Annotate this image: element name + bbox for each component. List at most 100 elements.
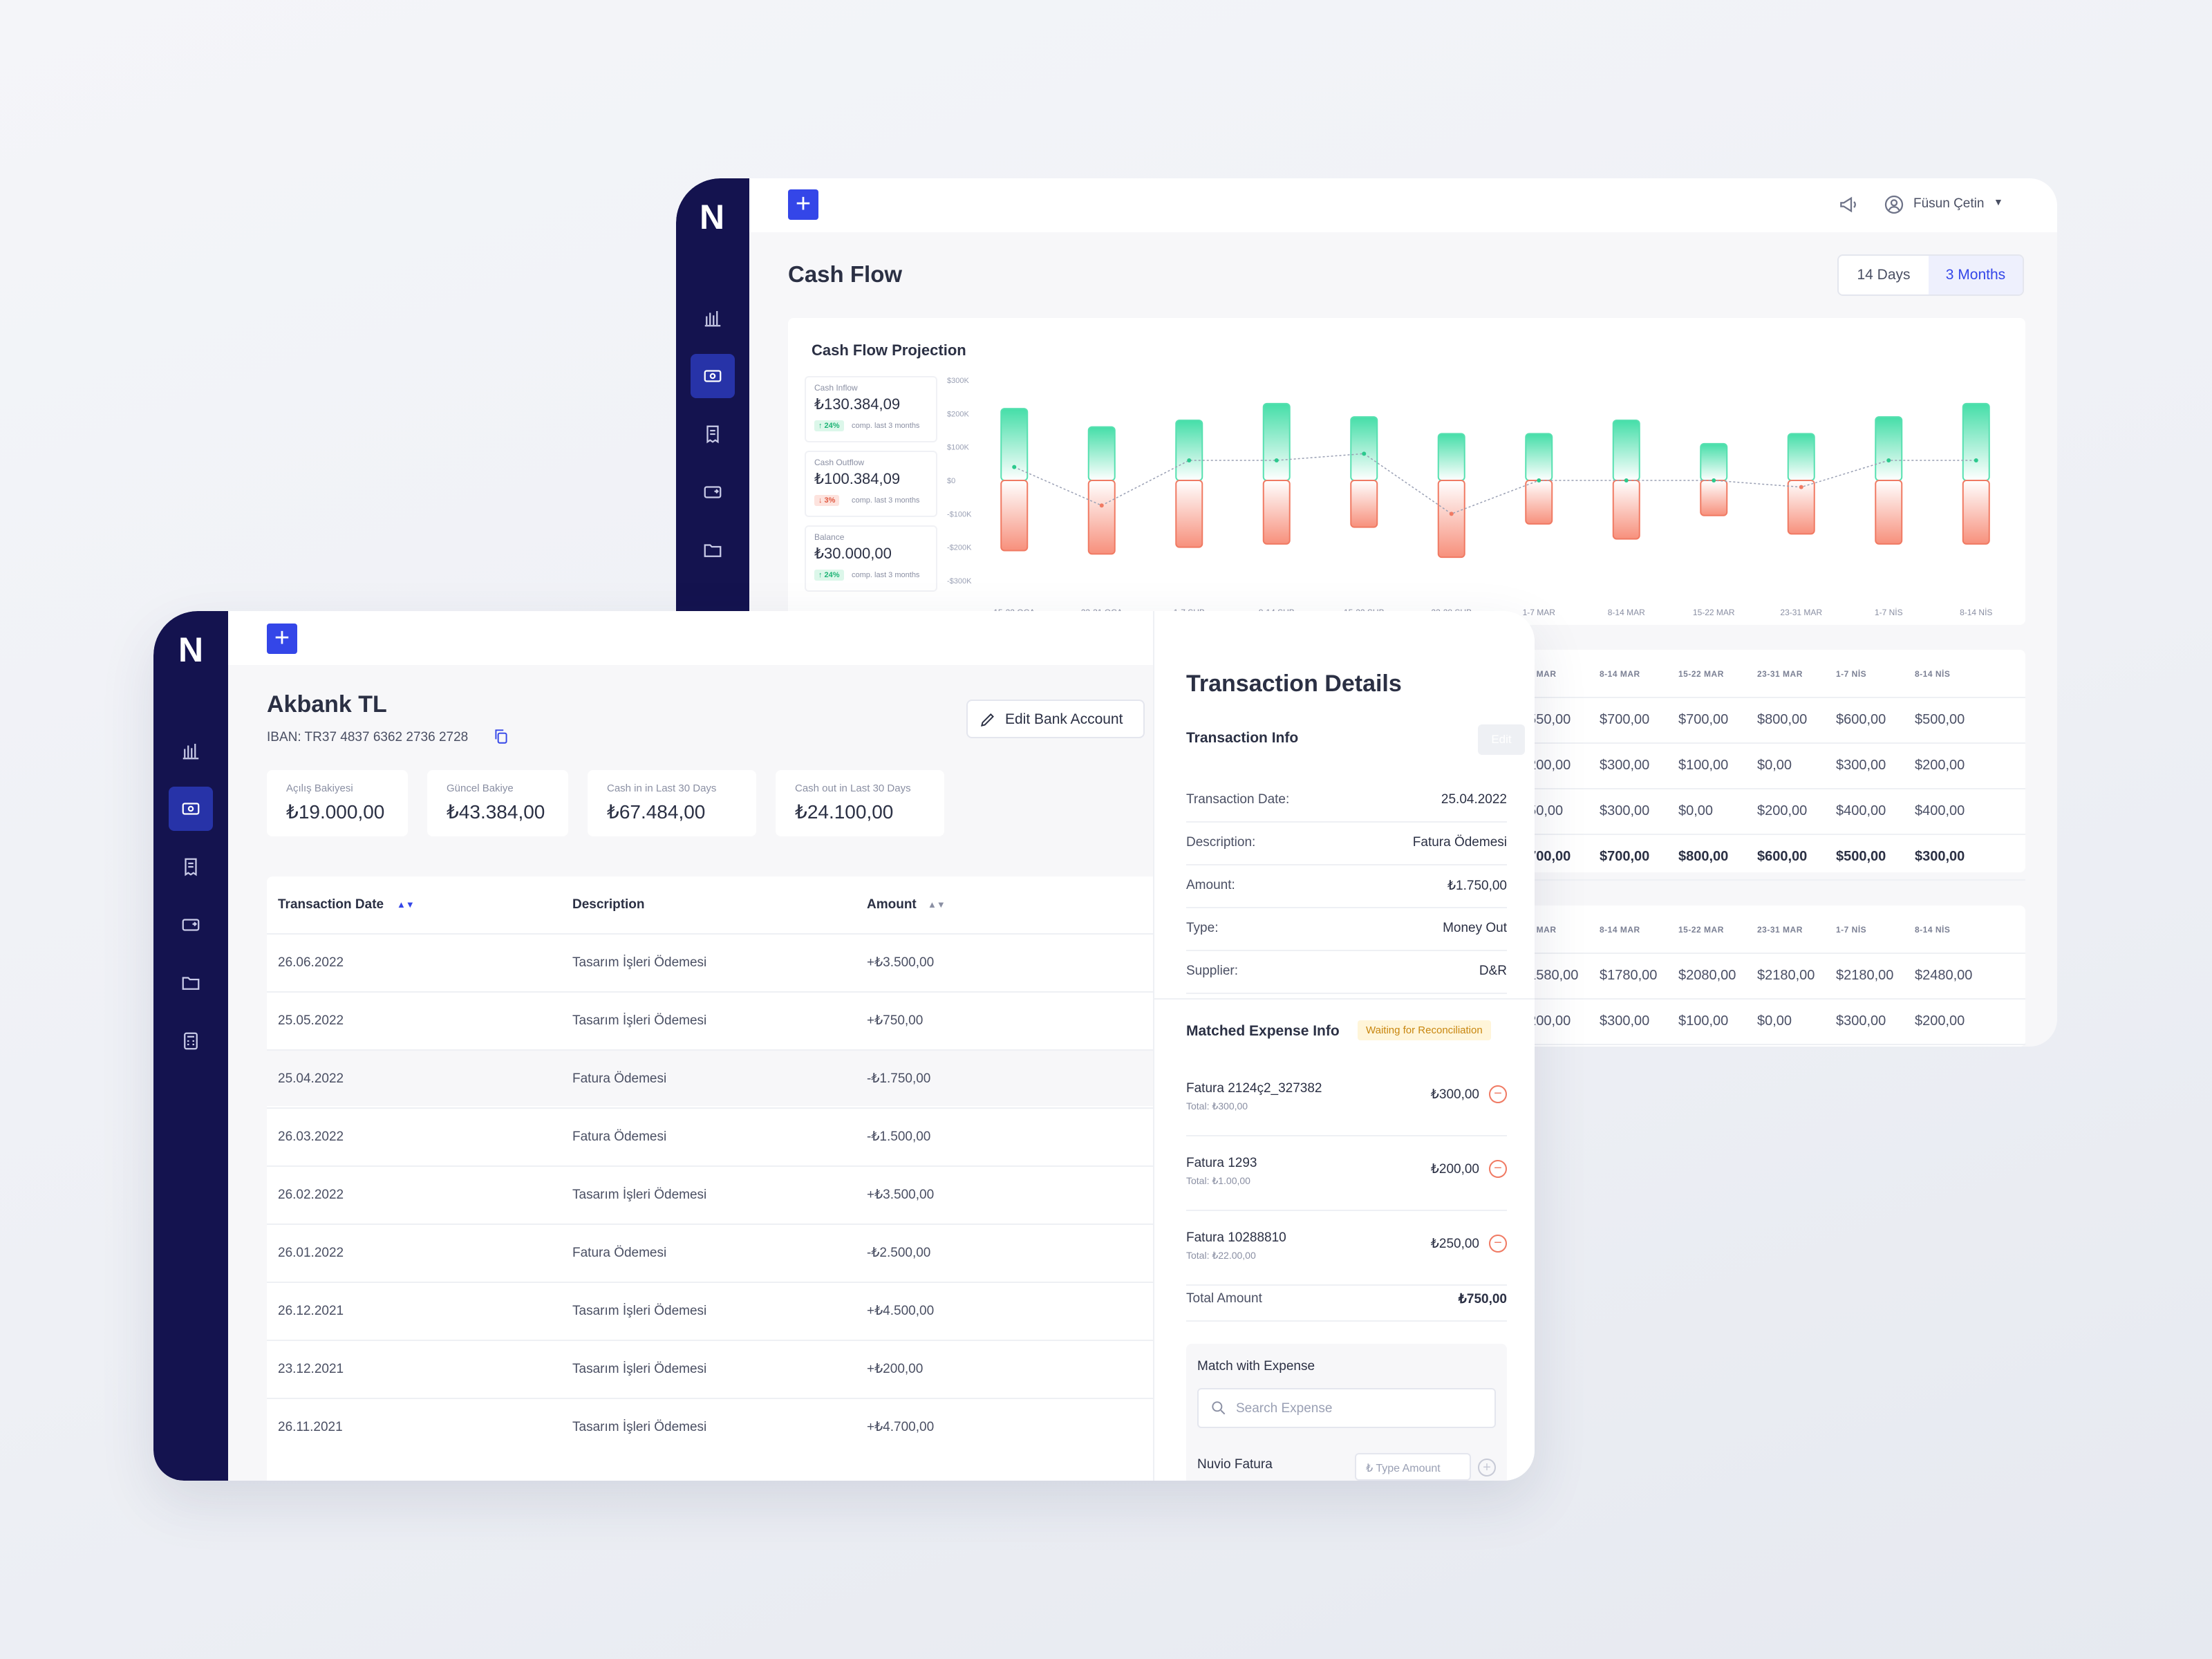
inflow-bar[interactable] <box>1875 416 1903 481</box>
outflow-bar[interactable] <box>1525 480 1553 525</box>
match-box: Match with Expense Search Expense Nuvio … <box>1186 1344 1507 1481</box>
copy-icon[interactable] <box>492 727 510 745</box>
table-row[interactable]: 26.03.2022 Fatura Ödemesi -₺1.500,00 <box>267 1107 1207 1164</box>
grid-cell: $400,00 <box>1836 803 1886 818</box>
nav-documents[interactable] <box>691 528 735 572</box>
tab-3-months[interactable]: 3 Months <box>1929 256 2023 294</box>
table-row[interactable]: 25.04.2022 Fatura Ödemesi -₺1.750,00 <box>267 1049 1207 1106</box>
grid-cell: $100,00 <box>1678 758 1729 773</box>
col-transaction-date[interactable]: Transaction Date <box>278 897 384 912</box>
balance-point <box>1537 478 1541 482</box>
app-logo: N <box>699 198 725 236</box>
add-button[interactable]: + <box>267 624 297 654</box>
inflow-bar[interactable] <box>1437 433 1465 481</box>
table-row[interactable]: 26.11.2021 Tasarım İşleri Ödemesi +₺4.700,… <box>267 1398 1207 1454</box>
inflow-bar[interactable] <box>1350 416 1378 481</box>
outflow-bar[interactable] <box>1000 480 1029 552</box>
sort-icon[interactable]: ▲▼ <box>397 899 415 910</box>
sort-icon[interactable]: ▲▼ <box>928 899 946 910</box>
add-button[interactable]: + <box>788 189 818 220</box>
nav-documents[interactable] <box>169 961 213 1005</box>
col-description[interactable]: Description <box>572 897 645 912</box>
summary-value: ₺43.384,00 <box>447 801 545 823</box>
nav-cash[interactable] <box>691 354 735 398</box>
row-description: Fatura Ödemesi <box>572 1071 667 1086</box>
outflow-bar[interactable] <box>1962 480 1990 545</box>
grid-cell: $100,00 <box>1678 1013 1729 1029</box>
remove-icon[interactable]: − <box>1489 1085 1507 1103</box>
edit-button[interactable]: Edit <box>1478 724 1525 755</box>
expense-amount: ₺200,00 <box>1430 1162 1479 1177</box>
matched-heading: Matched Expense Info <box>1186 1023 1340 1039</box>
nav-dashboard[interactable] <box>169 729 213 773</box>
search-expense-field[interactable]: Search Expense <box>1197 1388 1496 1428</box>
money-icon <box>704 370 722 382</box>
inflow-bar[interactable] <box>1962 402 1990 481</box>
balance-point <box>1362 451 1367 456</box>
row-description: Tasarım İşleri Ödemesi <box>572 1013 707 1028</box>
nav-dashboard[interactable] <box>691 296 735 340</box>
top-bar: + Füsun Çetin ▼ <box>749 178 2057 232</box>
announcement-icon[interactable] <box>1837 194 1859 216</box>
inflow-bar[interactable] <box>1700 442 1728 482</box>
inflow-bar[interactable] <box>1612 420 1640 481</box>
nav-transfers[interactable] <box>169 903 213 947</box>
add-circle-icon[interactable]: + <box>1478 1459 1496 1477</box>
row-date: 25.05.2022 <box>278 1013 344 1028</box>
outflow-bar[interactable] <box>1875 480 1903 545</box>
table-row[interactable]: 26.12.2021 Tasarım İşleri Ödemesi +₺4.500,… <box>267 1282 1207 1338</box>
outflow-bar[interactable] <box>1350 480 1378 528</box>
outflow-bar[interactable] <box>1087 480 1116 555</box>
row-date: 26.12.2021 <box>278 1304 344 1318</box>
type-amount-field[interactable]: ₺ Type Amount <box>1355 1453 1471 1481</box>
table-row[interactable]: 23.12.2021 Tasarım İşleri Ödemesi +₺200,00 <box>267 1340 1207 1396</box>
total-row: Total Amount ₺750,00 <box>1186 1279 1507 1322</box>
outflow-bar[interactable] <box>1175 480 1203 548</box>
grid-header-cell: 1-7 NİS <box>1836 669 1867 679</box>
tab-14-days[interactable]: 14 Days <box>1857 267 1911 283</box>
grid-header-cell: 23-31 MAR <box>1757 925 1803 935</box>
edit-bank-account-button[interactable]: Edit Bank Account <box>966 700 1145 738</box>
nav-reports[interactable] <box>169 1019 213 1063</box>
remove-icon[interactable]: − <box>1489 1160 1507 1178</box>
app-logo: N <box>178 630 204 669</box>
nav-invoices[interactable] <box>691 412 735 456</box>
nav-invoices[interactable] <box>169 845 213 889</box>
inflow-bar[interactable] <box>1525 433 1553 481</box>
inflow-bar[interactable] <box>1000 408 1029 481</box>
grid-header-cell: 8-14 MAR <box>1600 669 1640 679</box>
grid-cell: $700,00 <box>1600 712 1650 727</box>
outflow-bar[interactable] <box>1787 480 1815 535</box>
remove-icon[interactable]: − <box>1489 1235 1507 1253</box>
field-label: Transaction Date: <box>1186 792 1290 807</box>
row-amount: +₺3.500,00 <box>867 1188 935 1202</box>
outflow-bar[interactable] <box>1700 480 1728 516</box>
inflow-bar[interactable] <box>1787 433 1815 481</box>
row-date: 26.02.2022 <box>278 1188 344 1202</box>
grid-cell: $2080,00 <box>1678 968 1736 983</box>
inflow-bar[interactable] <box>1175 420 1203 481</box>
outflow-bar[interactable] <box>1262 480 1291 545</box>
user-name[interactable]: Füsun Çetin <box>1913 196 1985 211</box>
table-row[interactable]: 26.01.2022 Fatura Ödemesi -₺2.500,00 <box>267 1224 1207 1280</box>
chevron-down-icon[interactable]: ▼ <box>1994 196 2003 207</box>
table-row[interactable]: 26.02.2022 Tasarım İşleri Ödemesi +₺3.500,… <box>267 1165 1207 1222</box>
grid-cell: $700,00 <box>1678 712 1729 727</box>
outflow-bar[interactable] <box>1612 480 1640 540</box>
outflow-bar[interactable] <box>1437 480 1465 559</box>
grid-cell: $300,00 <box>1600 758 1650 773</box>
search-placeholder: Search Expense <box>1236 1401 1333 1416</box>
stat-label: Cash Outflow <box>814 458 865 467</box>
nav-transfers[interactable] <box>691 470 735 514</box>
inflow-bar[interactable] <box>1087 426 1116 481</box>
grid-cell: $200,00 <box>1915 1013 1965 1029</box>
grid-cell: $500,00 <box>1836 849 1886 864</box>
inflow-bar[interactable] <box>1262 402 1291 481</box>
user-avatar-icon[interactable] <box>1883 194 1905 216</box>
table-row[interactable]: 25.05.2022 Tasarım İşleri Ödemesi +₺750,00 <box>267 991 1207 1048</box>
table-row[interactable]: 26.06.2022 Tasarım İşleri Ödemesi +₺3.500,… <box>267 933 1207 990</box>
nav-cash[interactable] <box>169 787 213 831</box>
col-amount[interactable]: Amount <box>867 897 917 912</box>
field-value: 25.04.2022 <box>1441 792 1507 807</box>
field-label: Description: <box>1186 835 1256 850</box>
